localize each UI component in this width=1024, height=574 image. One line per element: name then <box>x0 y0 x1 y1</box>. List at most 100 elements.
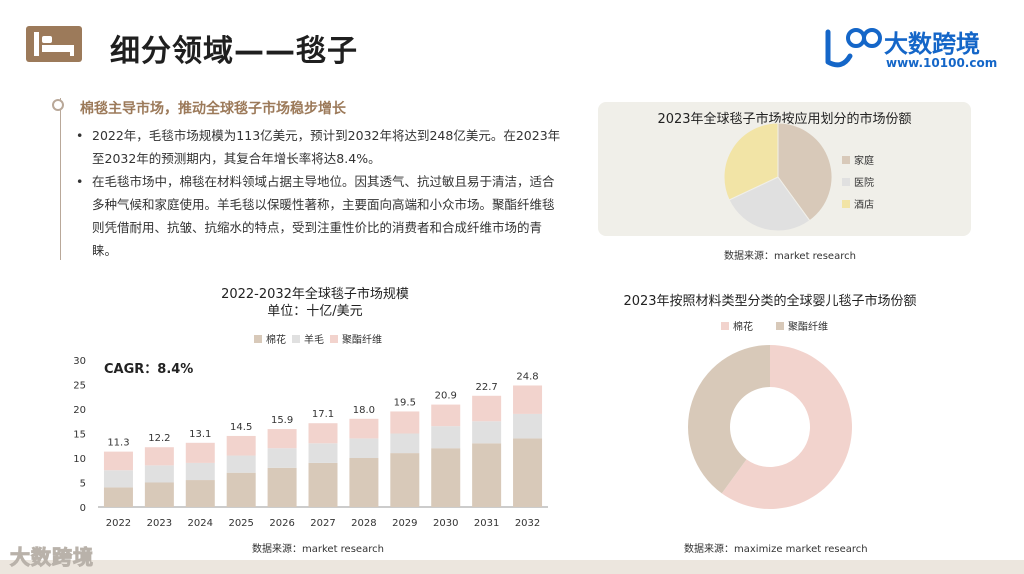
bar-segment <box>390 433 420 454</box>
bar-segment <box>431 426 461 449</box>
bar-value-label: 17.1 <box>312 409 334 420</box>
timeline-dot <box>52 99 64 111</box>
x-tick-label: 2032 <box>515 518 540 529</box>
bar-segment <box>185 480 215 507</box>
bar-segment <box>226 435 256 456</box>
legend-hotel: 酒店 <box>842 196 874 211</box>
bar-source: 数据来源：market research <box>252 544 384 555</box>
legend-label: 聚酯纤维 <box>788 322 828 333</box>
bar-value-label: 13.1 <box>189 429 211 440</box>
pie-chart-title: 2023年全球毯子市场按应用划分的市场份额 <box>657 112 912 127</box>
x-tick-label: 2030 <box>433 518 458 529</box>
legend-swatch <box>842 200 850 208</box>
pie-source: 数据来源：market research <box>724 251 856 262</box>
legend-label: 医院 <box>854 178 874 189</box>
legend-swatch <box>842 156 850 164</box>
bar-value-label: 20.9 <box>435 391 457 402</box>
bar-segment <box>390 453 420 507</box>
bar-segment <box>472 443 502 507</box>
y-tick-label: 5 <box>80 479 86 490</box>
legend-swatch <box>292 335 300 343</box>
bar-segment <box>267 448 297 468</box>
bar-segment <box>513 385 543 414</box>
bar-segment <box>226 455 256 473</box>
legend-label: 酒店 <box>854 200 874 211</box>
x-tick-label: 2026 <box>269 518 294 529</box>
legend-cotton-baby: 棉花 <box>721 318 753 333</box>
bar-value-label: 12.2 <box>148 433 170 444</box>
bar-segment <box>267 467 297 507</box>
legend-home: 家庭 <box>842 152 874 167</box>
legend-label: 棉花 <box>733 322 753 333</box>
pie-slice <box>728 176 811 232</box>
legend-label: 棉花 <box>266 335 286 346</box>
y-tick-label: 25 <box>73 381 86 392</box>
timeline-line <box>60 98 61 260</box>
page-title: 细分领域——毯子 <box>110 34 358 69</box>
bar-segment <box>349 458 379 507</box>
bullet-item: 2022年，毛毯市场规模为113亿美元，预计到2032年将达到248亿美元。在2… <box>76 124 566 170</box>
bar-segment <box>185 462 215 481</box>
watermark: 大数跨境 <box>10 545 94 570</box>
x-tick-label: 2022 <box>106 518 131 529</box>
application-pie-chart <box>723 122 833 232</box>
cagr-annotation: CAGR：8.4% <box>104 362 194 377</box>
pie-slice <box>723 122 779 201</box>
bar-chart-subtitle: 单位：十亿/美元 <box>267 304 363 319</box>
legend-swatch <box>330 335 338 343</box>
donut-source: 数据来源：maximize market research <box>684 544 868 555</box>
brand-url: www.10100.com <box>886 56 998 70</box>
bar-segment <box>308 462 338 507</box>
bar-segment <box>226 472 256 507</box>
bar-segment <box>144 447 174 466</box>
bar-segment <box>267 429 297 449</box>
x-tick-label: 2023 <box>147 518 172 529</box>
legend-swatch <box>776 322 784 330</box>
brand-logo[interactable]: 大数跨境 www.10100.com <box>822 22 1002 74</box>
legend-polyester-baby: 聚酯纤维 <box>776 318 828 333</box>
x-tick-label: 2031 <box>474 518 499 529</box>
bar-segment <box>103 487 133 507</box>
footer-band <box>0 560 1024 574</box>
brand-name: 大数跨境 <box>884 30 980 58</box>
x-tick-label: 2024 <box>188 518 213 529</box>
donut-slice <box>688 345 770 494</box>
bar-segment <box>308 423 338 444</box>
bullet-list: 2022年，毛毯市场规模为113亿美元，预计到2032年将达到248亿美元。在2… <box>76 124 566 262</box>
bar-value-label: 11.3 <box>107 438 129 449</box>
bar-segment <box>390 411 420 434</box>
legend-wool: 羊毛 <box>292 331 324 346</box>
x-tick-label: 2027 <box>310 518 335 529</box>
bullet-item: 在毛毯市场中，棉毯在材料领域占据主导地位。因其透气、抗过敏且易于清洁，适合多种气… <box>76 170 566 262</box>
bar-segment <box>349 418 379 439</box>
legend-polyester: 聚酯纤维 <box>330 331 382 346</box>
bar-segment <box>349 438 379 458</box>
legend-label: 家庭 <box>854 156 874 167</box>
y-tick-label: 10 <box>73 454 86 465</box>
pie-slice <box>777 122 833 222</box>
bar-segment <box>513 438 543 507</box>
market-size-bar-chart: 05101520253011.3202212.2202313.1202414.5… <box>73 356 548 529</box>
x-tick-label: 2028 <box>351 518 376 529</box>
bar-segment <box>103 451 133 471</box>
bar-segment <box>185 442 215 463</box>
bar-segment <box>144 482 174 507</box>
brand-mark-icon <box>825 28 882 68</box>
bar-segment <box>431 448 461 507</box>
bar-value-label: 22.7 <box>476 382 498 393</box>
legend-swatch <box>254 335 262 343</box>
bar-segment <box>431 404 461 427</box>
x-tick-label: 2029 <box>392 518 417 529</box>
y-tick-label: 15 <box>73 430 86 441</box>
bar-value-label: 14.5 <box>230 422 252 433</box>
bar-segment <box>308 443 338 463</box>
donut-slice <box>721 345 852 509</box>
bar-value-label: 15.9 <box>271 415 293 426</box>
bar-segment <box>472 395 502 422</box>
donut-chart-title: 2023年按照材料类型分类的全球婴儿毯子市场份额 <box>623 294 917 309</box>
bar-segment <box>472 421 502 444</box>
bar-value-label: 18.0 <box>353 405 375 416</box>
bar-value-label: 24.8 <box>516 371 538 382</box>
baby-blanket-donut-chart <box>688 345 852 509</box>
y-tick-label: 20 <box>73 405 86 416</box>
